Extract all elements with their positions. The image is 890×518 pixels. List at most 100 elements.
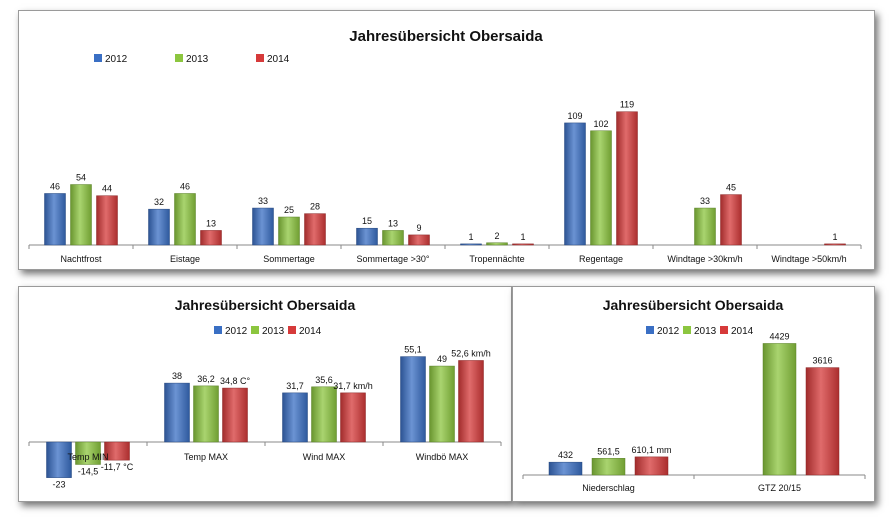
chart-bottom-left: Jahresübersicht Obersaida 2012 2013 2014 -23… — [28, 297, 502, 490]
legend-label-2012: 2012 — [225, 326, 248, 337]
data-label: 1 — [468, 232, 473, 242]
category-label: Sommertage >30° — [357, 254, 430, 264]
category-label: Tropennächte — [469, 254, 524, 264]
bar-2014 — [824, 243, 846, 246]
bar-2012 — [356, 227, 378, 246]
bar-2013 — [278, 216, 300, 246]
legend-swatch-2013 — [683, 326, 691, 334]
data-label: 54 — [76, 173, 86, 183]
chart-panel-bottom-left: Jahresübersicht Obersaida 2012 2013 2014 -23… — [18, 286, 512, 502]
bar-2012 — [148, 208, 170, 246]
bar-2013 — [174, 193, 196, 246]
legend-label-2012: 2012 — [105, 54, 128, 65]
bar-2014 — [304, 213, 326, 246]
bar-2012 — [252, 207, 274, 246]
bar-2014 — [634, 456, 669, 476]
legend-label-2012: 2012 — [657, 326, 680, 337]
bar-2012 — [564, 122, 586, 246]
legend-label-2013: 2013 — [262, 326, 285, 337]
data-label: 119 — [620, 100, 634, 110]
chart-title: Jahresübersicht Obersaida — [175, 297, 356, 313]
data-label: 1 — [520, 232, 525, 242]
category-label: Windtage >50km/h — [771, 254, 846, 264]
data-label: 33 — [258, 196, 268, 206]
bar-2014 — [200, 230, 222, 246]
chart-title: Jahresübersicht Obersaida — [603, 297, 784, 313]
bar-2012 — [44, 193, 66, 246]
bar-2013 — [694, 207, 716, 246]
legend-label-2014: 2014 — [731, 326, 754, 337]
bar-2013 — [382, 230, 404, 246]
data-label: 28 — [310, 202, 320, 212]
bar-2013 — [429, 365, 455, 443]
bar-2013 — [193, 385, 219, 443]
bar-2014 — [805, 367, 840, 476]
bar-2012 — [164, 382, 190, 443]
bar-2014 — [340, 392, 366, 443]
legend-label-2014: 2014 — [267, 54, 290, 65]
data-label: 36,2 — [197, 374, 215, 384]
bar-2014 — [616, 111, 638, 246]
legend-swatch-2014 — [288, 326, 296, 334]
legend-swatch-2014 — [256, 54, 264, 62]
bar-2014 — [458, 360, 484, 443]
bar-2012 — [282, 392, 308, 443]
data-label: 610,1 mm — [631, 445, 671, 455]
data-label: -11,7 °C — [101, 462, 134, 472]
bar-2013 — [486, 242, 508, 246]
data-label: 31,7 — [286, 381, 304, 391]
data-label: 55,1 — [404, 345, 422, 355]
data-label: 31,7 km/h — [333, 381, 373, 391]
bar-2012 — [400, 356, 426, 443]
bar-2014 — [720, 194, 742, 246]
category-label: Eistage — [170, 254, 200, 264]
legend-swatch-2012 — [94, 54, 102, 62]
category-label: Niederschlag — [582, 483, 635, 493]
category-label: Windbö MAX — [416, 452, 469, 462]
bar-2014 — [512, 243, 534, 246]
bar-2014 — [104, 441, 130, 461]
data-label: 35,6 — [315, 375, 333, 385]
data-label: 13 — [206, 218, 216, 228]
bar-2013 — [590, 130, 612, 246]
data-label: 52,6 km/h — [451, 348, 491, 358]
data-label: 432 — [558, 450, 573, 460]
category-label: Sommertage — [263, 254, 315, 264]
data-label: 49 — [437, 354, 447, 364]
data-label: 46 — [180, 181, 190, 191]
data-label: 561,5 — [597, 446, 620, 456]
data-label: 3616 — [812, 356, 832, 366]
chart-panel-bottom-right: Jahresübersicht Obersaida 2012 2013 2014 432… — [512, 286, 875, 502]
data-label: 1 — [832, 232, 837, 242]
chart-panel-top: Jahresübersicht Obersaida 2012 2013 2014 46 5… — [18, 10, 875, 270]
data-label: 44 — [102, 184, 112, 194]
data-label: 38 — [172, 371, 182, 381]
bar-2012 — [548, 461, 583, 476]
legend-label-2013: 2013 — [694, 326, 717, 337]
data-label: 32 — [154, 197, 164, 207]
bar-2014 — [96, 195, 118, 246]
legend-label-2014: 2014 — [299, 326, 322, 337]
category-label: Windtage >30km/h — [667, 254, 742, 264]
legend-swatch-2013 — [251, 326, 259, 334]
bar-2012 — [46, 441, 72, 478]
bar-2013 — [311, 386, 337, 443]
legend-swatch-2014 — [720, 326, 728, 334]
data-label: 102 — [593, 119, 608, 129]
data-label: 46 — [50, 181, 60, 191]
data-label: 15 — [362, 216, 372, 226]
data-label: -23 — [52, 480, 65, 490]
category-label: Regentage — [579, 254, 623, 264]
chart-title: Jahresübersicht Obersaida — [349, 28, 543, 45]
chart-top: Jahresübersicht Obersaida 2012 2013 2014 46 5… — [28, 28, 862, 264]
legend-label-2013: 2013 — [186, 54, 209, 65]
category-label: Wind MAX — [303, 452, 346, 462]
data-label: 13 — [388, 218, 398, 228]
category-label: GTZ 20/15 — [758, 483, 801, 493]
bar-2014 — [222, 387, 248, 443]
bar-2013 — [591, 458, 626, 476]
bar-2013 — [70, 184, 92, 246]
data-label: 34,8 C° — [220, 376, 251, 386]
data-label: 109 — [567, 111, 582, 121]
legend-swatch-2013 — [175, 54, 183, 62]
